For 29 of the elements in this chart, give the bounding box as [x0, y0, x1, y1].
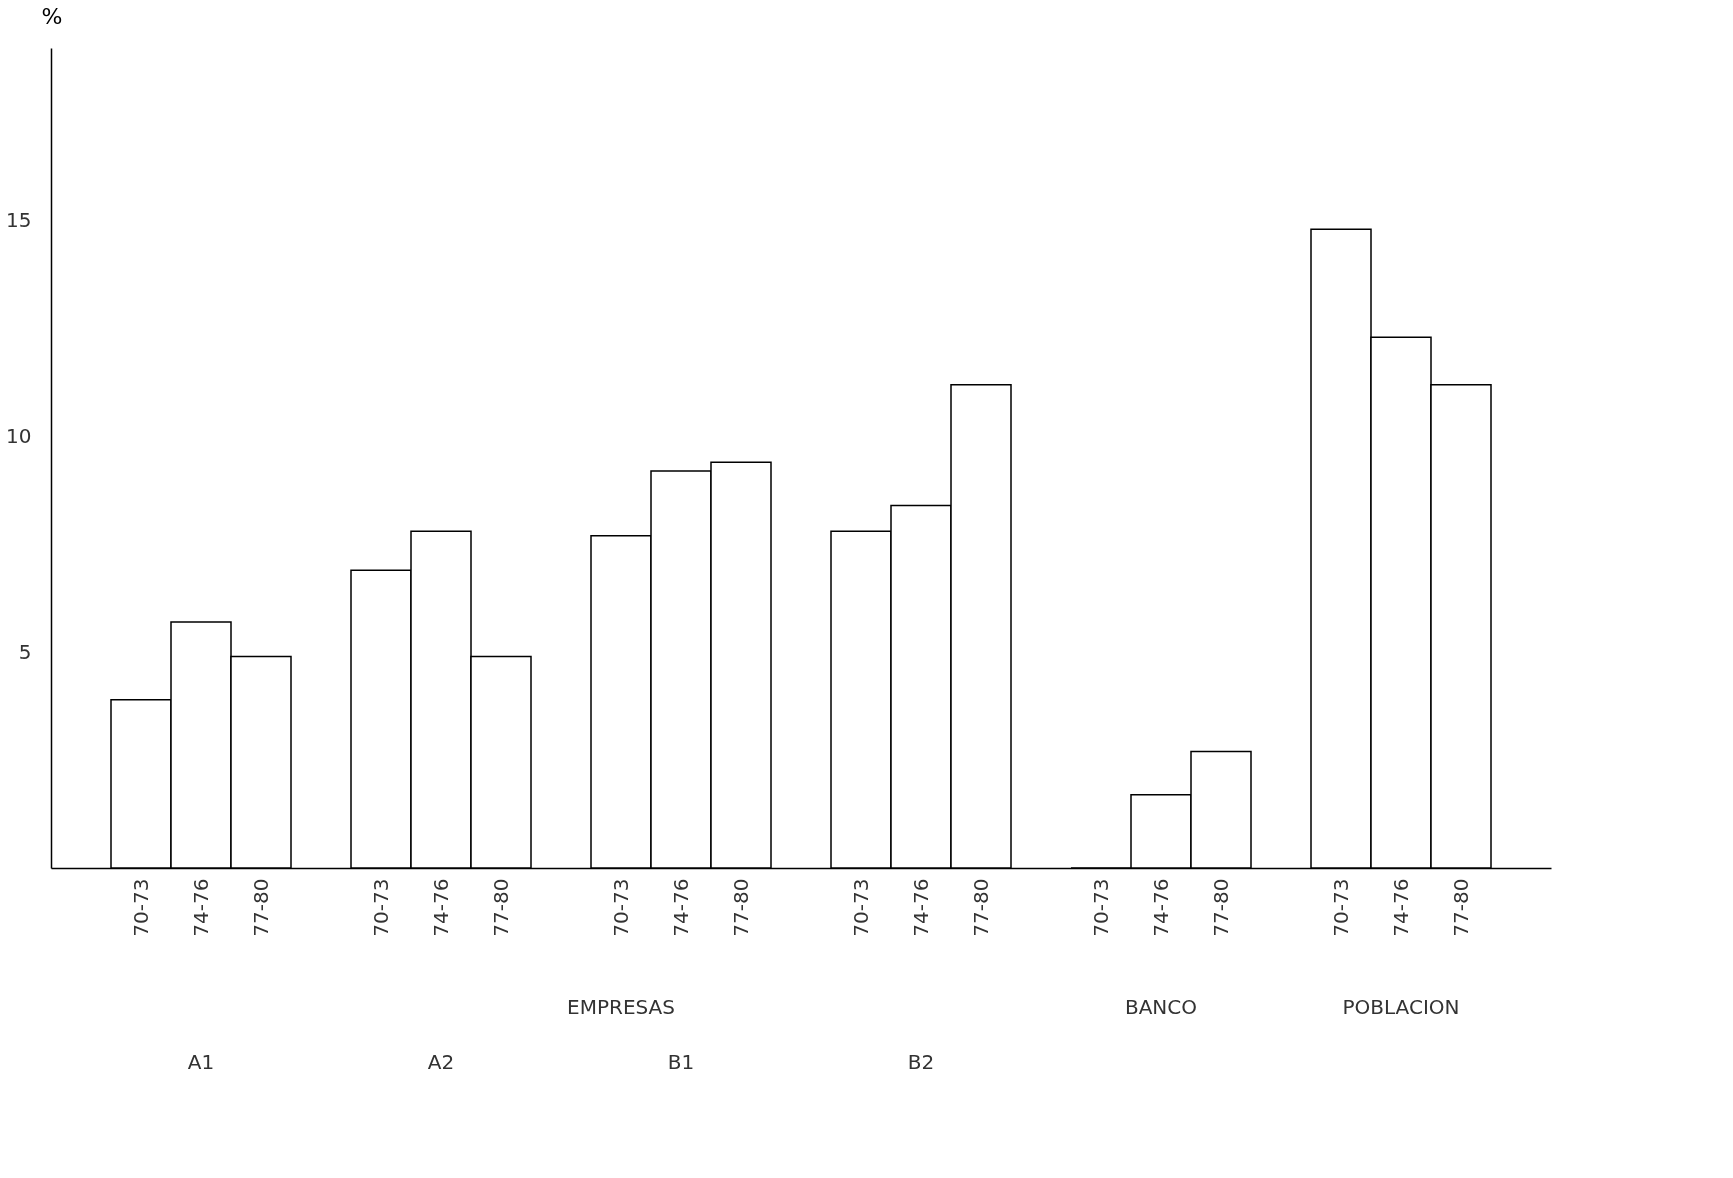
- text: POBLACION: [1342, 995, 1460, 1019]
- x-tick-label: 70-73: [608, 878, 633, 937]
- y-axis-title: %: [41, 3, 63, 29]
- y-tick-label: 5: [18, 639, 32, 664]
- x-tick-label: 77-80: [1208, 878, 1233, 937]
- x-tick-label: 77-80: [968, 878, 993, 937]
- x-tick-label: 74-76: [1388, 878, 1413, 937]
- x-tick-label: 74-76: [1148, 878, 1173, 937]
- x-tick-label: 74-76: [668, 878, 693, 937]
- x-tick-label: 77-80: [1448, 878, 1473, 937]
- text: B2: [907, 1050, 935, 1074]
- x-tick-label: 74-76: [188, 878, 213, 937]
- x-tick-label: 77-80: [488, 878, 513, 937]
- x-tick-label: 77-80: [728, 878, 753, 937]
- x-tick-label: 70-73: [128, 878, 153, 937]
- text: B1: [667, 1050, 695, 1074]
- x-tick-label: 70-73: [1088, 878, 1113, 937]
- x-tick-label: 77-80: [248, 878, 273, 937]
- x-tick-label: 74-76: [428, 878, 453, 937]
- text: EMPRESAS: [567, 995, 675, 1019]
- x-tick-label: 70-73: [368, 878, 393, 937]
- text: A1: [187, 1050, 215, 1074]
- text: A2: [427, 1050, 455, 1074]
- y-tick-label: 10: [6, 423, 32, 448]
- text: BANCO: [1124, 995, 1198, 1019]
- y-tick-label: 15: [6, 208, 32, 233]
- x-tick-label: 70-73: [1328, 878, 1353, 937]
- x-tick-label: 70-73: [848, 878, 873, 937]
- x-tick-label: 74-76: [908, 878, 933, 937]
